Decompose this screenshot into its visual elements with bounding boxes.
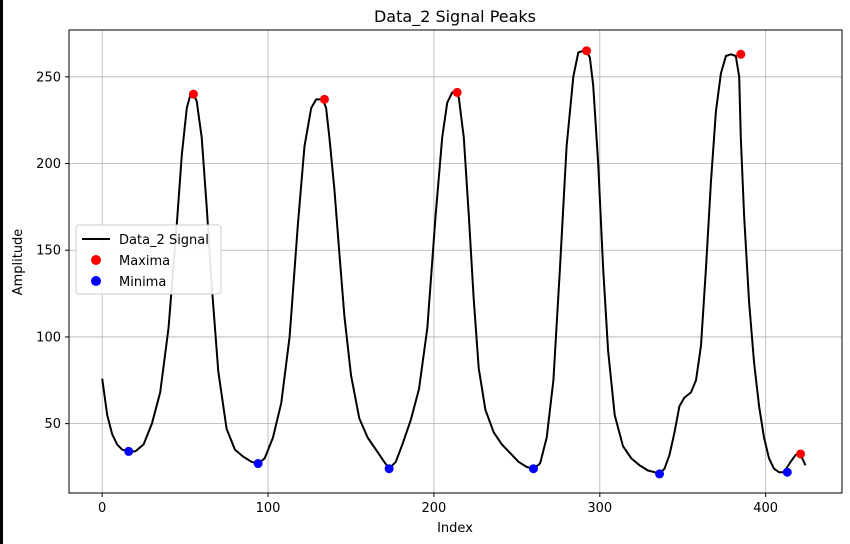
window-left-border: [0, 0, 3, 544]
x-tick-label: 400: [753, 501, 778, 516]
chart-title: Data_2 Signal Peaks: [374, 7, 536, 27]
legend-box: [75, 224, 222, 295]
x-axis-label: Index: [437, 521, 473, 536]
y-tick-label: 100: [36, 330, 61, 345]
minima-point: [384, 464, 394, 474]
legend-label-signal: Data_2 Signal: [119, 233, 209, 248]
legend-swatch-maxima: [91, 255, 101, 265]
grid-lines: [69, 30, 842, 493]
maxima-point: [796, 449, 806, 459]
x-tick-label: 0: [98, 501, 106, 516]
minima-point: [253, 459, 263, 469]
maxima-point: [582, 46, 592, 56]
legend-swatch-minima: [91, 276, 101, 286]
y-axis-ticks: 50 100 150 200 250: [36, 70, 69, 432]
minima-point: [528, 464, 538, 474]
minima-point: [124, 446, 134, 456]
y-tick-label: 150: [36, 244, 61, 259]
legend: Data_2 Signal Maxima Minima: [75, 224, 222, 295]
x-tick-label: 200: [422, 501, 447, 516]
legend-label-maxima: Maxima: [119, 254, 170, 269]
minima-point: [782, 467, 792, 477]
maxima-point: [319, 94, 329, 104]
y-tick-label: 200: [36, 157, 61, 172]
maxima-point: [736, 49, 746, 59]
x-axis-ticks: 0 100 200 300 400: [98, 493, 778, 516]
minima-point: [655, 469, 665, 479]
series-layer: [101, 46, 807, 479]
legend-label-minima: Minima: [119, 275, 166, 290]
maxima-point: [452, 87, 462, 97]
x-tick-label: 300: [587, 501, 612, 516]
y-axis-label: Amplitude: [11, 229, 26, 296]
x-tick-label: 100: [256, 501, 281, 516]
y-tick-label: 50: [44, 417, 61, 432]
signal-line: [101, 49, 807, 475]
plot-area-frame: [68, 29, 843, 494]
y-tick-label: 250: [36, 70, 61, 85]
maxima-point: [188, 89, 198, 99]
